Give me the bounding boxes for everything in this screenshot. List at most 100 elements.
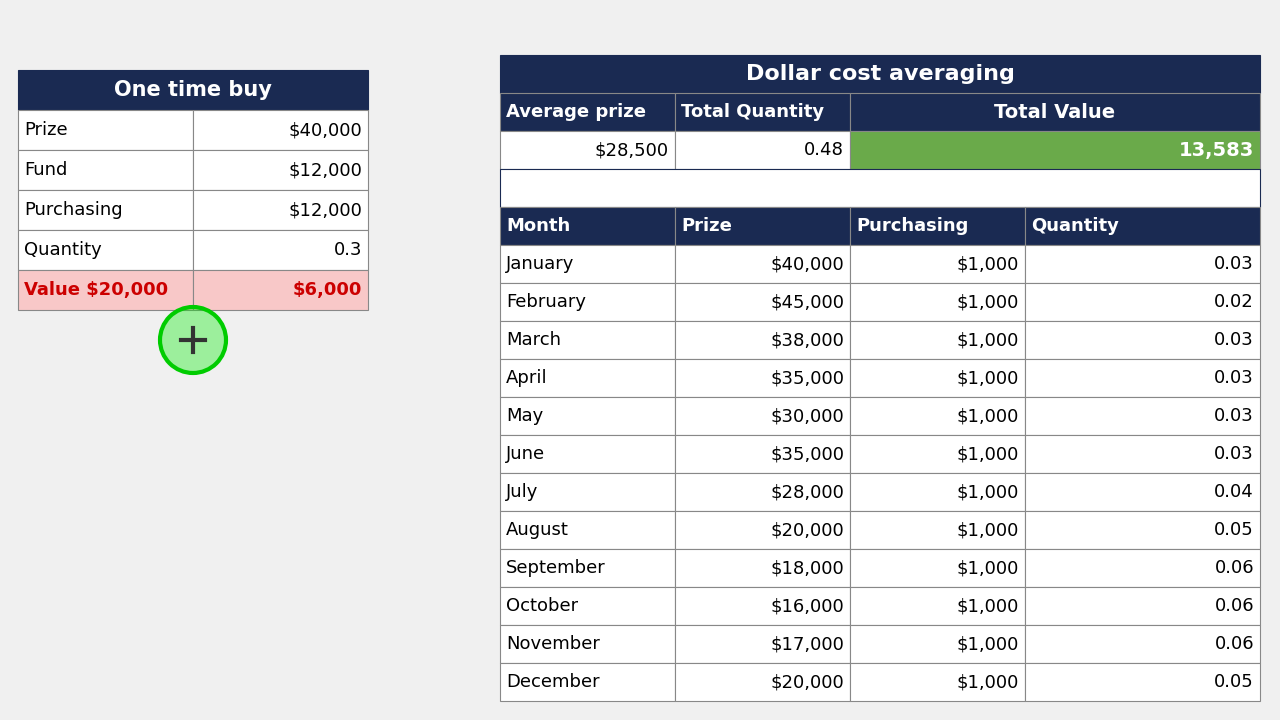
- Text: September: September: [506, 559, 605, 577]
- Bar: [500, 359, 675, 397]
- Bar: [850, 207, 1025, 245]
- Text: March: March: [506, 331, 561, 349]
- Text: $20,000: $20,000: [771, 673, 844, 691]
- Text: $16,000: $16,000: [771, 597, 844, 615]
- Bar: [675, 435, 850, 473]
- Text: Dollar cost averaging: Dollar cost averaging: [745, 64, 1015, 84]
- Text: 0.05: 0.05: [1215, 673, 1254, 691]
- Bar: [500, 55, 1260, 93]
- Bar: [500, 245, 675, 283]
- Bar: [193, 110, 369, 150]
- Bar: [18, 150, 193, 190]
- Bar: [500, 435, 675, 473]
- Text: 0.03: 0.03: [1215, 255, 1254, 273]
- Text: $17,000: $17,000: [771, 635, 844, 653]
- Bar: [1025, 321, 1260, 359]
- Text: December: December: [506, 673, 599, 691]
- Text: January: January: [506, 255, 575, 273]
- Bar: [850, 473, 1025, 511]
- Bar: [675, 511, 850, 549]
- Text: June: June: [506, 445, 545, 463]
- Text: $38,000: $38,000: [771, 331, 844, 349]
- Bar: [193, 270, 369, 310]
- Bar: [500, 625, 675, 663]
- Text: $30,000: $30,000: [771, 407, 844, 425]
- Bar: [675, 587, 850, 625]
- Text: $1,000: $1,000: [956, 635, 1019, 653]
- Text: $1,000: $1,000: [956, 673, 1019, 691]
- Bar: [18, 230, 193, 270]
- Text: $35,000: $35,000: [771, 369, 844, 387]
- Bar: [500, 207, 675, 245]
- Bar: [675, 625, 850, 663]
- Text: Prize: Prize: [24, 121, 68, 139]
- Text: 0.02: 0.02: [1215, 293, 1254, 311]
- Bar: [850, 511, 1025, 549]
- Text: Prize: Prize: [681, 217, 732, 235]
- Text: 0.03: 0.03: [1215, 331, 1254, 349]
- Bar: [675, 131, 850, 169]
- Bar: [1025, 663, 1260, 701]
- Text: Total Value: Total Value: [995, 102, 1116, 122]
- Text: November: November: [506, 635, 600, 653]
- Text: One time buy: One time buy: [114, 80, 271, 100]
- Bar: [500, 93, 675, 131]
- Text: $1,000: $1,000: [956, 331, 1019, 349]
- Bar: [675, 245, 850, 283]
- Text: $28,500: $28,500: [595, 141, 669, 159]
- Text: Average prize: Average prize: [506, 103, 646, 121]
- Bar: [850, 587, 1025, 625]
- Bar: [850, 435, 1025, 473]
- Text: $40,000: $40,000: [288, 121, 362, 139]
- Text: 0.06: 0.06: [1215, 597, 1254, 615]
- Bar: [675, 397, 850, 435]
- Bar: [500, 587, 675, 625]
- Text: Month: Month: [506, 217, 571, 235]
- Text: Purchasing: Purchasing: [24, 201, 123, 219]
- Text: 0.03: 0.03: [1215, 445, 1254, 463]
- Bar: [500, 283, 675, 321]
- Text: $1,000: $1,000: [956, 597, 1019, 615]
- Bar: [675, 473, 850, 511]
- Text: October: October: [506, 597, 579, 615]
- Text: 0.05: 0.05: [1215, 521, 1254, 539]
- Bar: [675, 321, 850, 359]
- Bar: [1025, 587, 1260, 625]
- Bar: [1025, 549, 1260, 587]
- Bar: [850, 93, 1260, 131]
- Text: 13,583: 13,583: [1179, 140, 1254, 160]
- Bar: [1025, 359, 1260, 397]
- Text: $18,000: $18,000: [771, 559, 844, 577]
- Bar: [850, 245, 1025, 283]
- Text: $28,000: $28,000: [771, 483, 844, 501]
- Text: 0.06: 0.06: [1215, 635, 1254, 653]
- Bar: [1025, 397, 1260, 435]
- Bar: [850, 625, 1025, 663]
- Text: 0.48: 0.48: [804, 141, 844, 159]
- Text: $40,000: $40,000: [771, 255, 844, 273]
- Bar: [193, 150, 369, 190]
- Text: $6,000: $6,000: [293, 281, 362, 299]
- Bar: [1025, 511, 1260, 549]
- Text: $20,000: $20,000: [771, 521, 844, 539]
- Bar: [675, 207, 850, 245]
- Text: $35,000: $35,000: [771, 445, 844, 463]
- Bar: [500, 131, 675, 169]
- Text: $1,000: $1,000: [956, 407, 1019, 425]
- Text: 0.03: 0.03: [1215, 369, 1254, 387]
- Text: Total Quantity: Total Quantity: [681, 103, 824, 121]
- Text: $1,000: $1,000: [956, 293, 1019, 311]
- Bar: [500, 169, 1260, 207]
- Bar: [675, 663, 850, 701]
- Bar: [850, 663, 1025, 701]
- Text: May: May: [506, 407, 543, 425]
- Text: July: July: [506, 483, 539, 501]
- Bar: [850, 283, 1025, 321]
- Bar: [675, 359, 850, 397]
- Text: 0.06: 0.06: [1215, 559, 1254, 577]
- Bar: [500, 473, 675, 511]
- Text: August: August: [506, 521, 568, 539]
- Text: $1,000: $1,000: [956, 445, 1019, 463]
- Bar: [500, 511, 675, 549]
- Bar: [1025, 473, 1260, 511]
